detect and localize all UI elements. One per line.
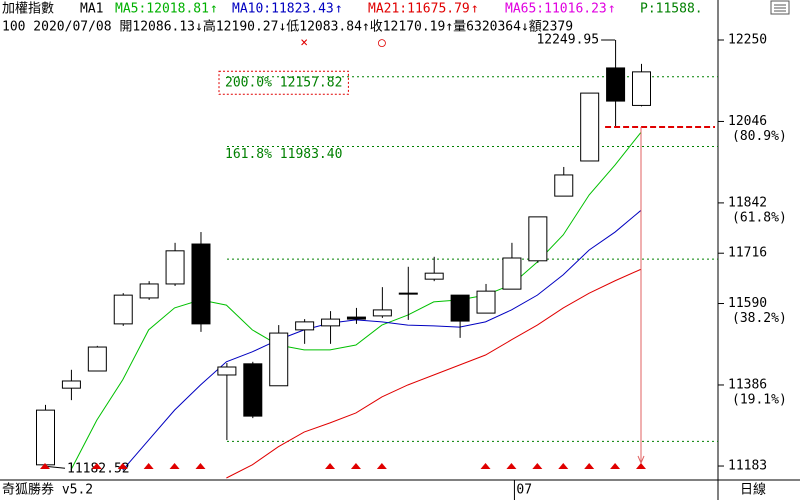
- high-label: 12249.95: [536, 33, 599, 48]
- signal: [610, 463, 621, 469]
- candle-body: [450, 294, 470, 322]
- candle-body: [36, 409, 55, 466]
- reference-label: 200.0% 12157.82: [225, 75, 342, 90]
- candle-body: [321, 318, 341, 327]
- candle-body: [295, 321, 315, 331]
- signal: [40, 463, 50, 469]
- header-item: MA10:11823.43: [232, 2, 334, 17]
- low-label: 11182.52: [67, 462, 130, 477]
- ma-line: [226, 268, 642, 479]
- candle-body: [528, 216, 548, 262]
- candle-body: [346, 316, 366, 320]
- y-tick-label: 12250: [728, 32, 767, 47]
- x-tick-label: 07: [516, 483, 532, 498]
- reference-label: 161.8% 11983.40: [225, 147, 342, 162]
- candle-body: [554, 174, 574, 197]
- reference-box: [218, 70, 349, 95]
- period: MA1: [80, 2, 103, 17]
- signal: [143, 463, 154, 469]
- header-item: MA5:12018.81: [115, 2, 209, 17]
- y-tick-note: (61.8%): [732, 210, 787, 225]
- signal: [480, 463, 491, 469]
- candle-body: [191, 243, 211, 325]
- timeframe: 日線: [740, 482, 766, 498]
- header-arrow: ↑: [608, 2, 616, 17]
- signal: [558, 463, 569, 469]
- top-mark: ×: [300, 36, 308, 51]
- candle-body: [502, 257, 522, 290]
- candle-body: [165, 250, 185, 285]
- candle-body: [632, 71, 651, 106]
- header-arrow: ↑: [335, 2, 343, 17]
- signal: [506, 463, 517, 469]
- y-tick-label: 11716: [728, 246, 767, 261]
- header-arrow: ↑: [471, 2, 479, 17]
- y-tick-note: (38.2%): [732, 311, 787, 326]
- header-item: MA65:11016.23: [505, 2, 607, 17]
- signal: [117, 463, 128, 469]
- header-item: P:11588.: [640, 2, 703, 17]
- signal: [636, 463, 646, 469]
- ma-line: [122, 209, 642, 471]
- top-mark: ○: [378, 36, 386, 51]
- candle-body: [139, 283, 159, 299]
- candle-body: [269, 332, 289, 387]
- signal: [532, 463, 543, 469]
- quote: 100 2020/07/08 開12086.13↓高12190.27↓低1208…: [2, 19, 573, 35]
- candle-body: [217, 366, 237, 376]
- signal: [350, 463, 361, 469]
- brand: 奇狐勝券 v5.2: [2, 482, 93, 498]
- plot-area: [36, 40, 718, 479]
- header-arrow: ↑: [210, 2, 218, 17]
- candle-body: [372, 309, 392, 317]
- candle-body: [61, 380, 81, 389]
- y-tick-note: (80.9%): [732, 129, 787, 144]
- signal: [91, 463, 102, 469]
- low-leader: [44, 465, 66, 469]
- candle-body: [243, 363, 263, 417]
- signal: [325, 463, 336, 469]
- candle-body: [476, 290, 496, 314]
- y-tick-label: 11183: [728, 459, 767, 474]
- y-tick-label: 11590: [728, 296, 767, 311]
- signal: [195, 463, 206, 469]
- y-tick-label: 11386: [728, 377, 767, 392]
- header-item: MA21:11675.79: [368, 2, 470, 17]
- chart-title: 加權指數: [2, 2, 54, 17]
- candle-body: [87, 346, 107, 372]
- candle-body: [113, 294, 133, 325]
- y-tick-label: 12046: [728, 114, 767, 129]
- candle-body: [398, 292, 418, 295]
- y-tick-note: (19.1%): [732, 392, 787, 407]
- y-tick-label: 11842: [728, 195, 767, 210]
- signal: [169, 463, 180, 469]
- candle-body: [606, 67, 626, 102]
- candle-body: [424, 272, 444, 280]
- signal: [584, 463, 595, 469]
- signal: [376, 463, 387, 469]
- candle-body: [580, 92, 600, 162]
